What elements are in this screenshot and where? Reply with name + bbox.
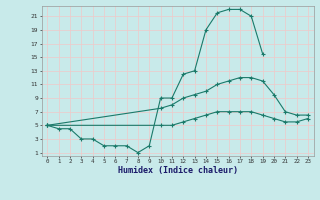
X-axis label: Humidex (Indice chaleur): Humidex (Indice chaleur) — [118, 166, 237, 175]
